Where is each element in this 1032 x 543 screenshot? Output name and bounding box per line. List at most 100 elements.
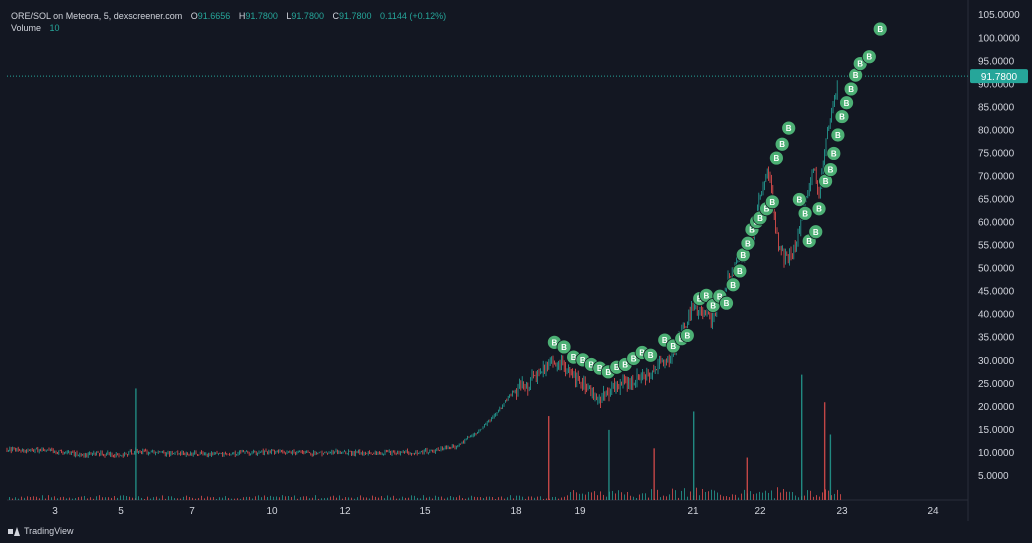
volume-spike [548,416,550,500]
tradingview-brand[interactable]: TradingView [8,526,74,536]
volume-bar [144,498,145,500]
volume-bar [705,491,706,500]
y-tick-label: 75.0000 [978,148,1015,159]
volume-bar [228,497,229,500]
buy-marker-dot [725,277,741,293]
volume-bar [771,490,772,500]
volume-bar [177,498,178,500]
volume-bar [822,492,823,500]
buy-marker-label: B [769,198,775,207]
volume-bar [360,495,361,500]
x-tick-label: 5 [118,506,124,517]
buy-marker-label: B [724,299,730,308]
volume-bar [141,497,142,500]
buy-marker-label: B [796,196,802,205]
x-tick-label: 21 [687,506,699,517]
volume-bar [489,496,490,500]
open-value: 91.6656 [197,11,231,21]
volume-bar [762,492,763,500]
volume-bar [15,497,16,500]
volume-bar [600,491,601,500]
volume-bar [690,491,691,500]
volume-bar [147,496,148,500]
buy-marker-label: B [622,360,628,369]
volume-spike [746,457,748,500]
volume-bar [657,489,658,500]
volume-bar [651,489,652,500]
volume-bar [447,497,448,500]
high-label: H [238,11,246,21]
y-tick-label: 45.0000 [978,287,1015,298]
volume-bar [267,497,268,500]
volume-bar [36,496,37,500]
y-tick-label: 50.0000 [978,264,1015,275]
y-tick-label: 10.0000 [978,448,1015,459]
volume-bar [462,498,463,500]
volume-bar [378,497,379,500]
volume-bar [438,496,439,500]
buy-marker-dot [808,224,824,240]
volume-bar [696,487,697,500]
y-tick-label: 105.0000 [978,10,1020,21]
volume-bar [435,495,436,500]
x-tick-label: 22 [754,506,766,517]
volume-bar [240,498,241,500]
volume-bar [819,496,820,500]
volume-bar [780,492,781,500]
volume-bar [669,494,670,500]
volume-bar [459,495,460,500]
volume-bar [18,498,19,500]
volume-bar [516,495,517,500]
volume-bar [786,491,787,500]
y-tick-label: 70.0000 [978,171,1015,182]
y-tick-label: 55.0000 [978,241,1015,252]
y-tick-label: 90.0000 [978,79,1015,90]
buy-marker-dot [843,81,859,97]
volume-bar [513,498,514,500]
volume-bar [63,496,64,500]
volume-bar [423,495,424,500]
buy-marker-dot [797,205,813,221]
volume-bar [759,491,760,500]
buy-marker: B [834,109,850,124]
volume-bar [339,495,340,500]
buy-marker-label: B [730,281,736,290]
volume-bar [336,497,337,500]
buy-marker-label: B [774,154,780,163]
buy-marker-label: B [816,205,822,214]
volume-bar [627,491,628,500]
volume-bar [465,498,466,500]
volume-bar [204,498,205,500]
volume-bar [510,495,511,500]
volume-bar [783,488,784,500]
volume-bar [342,498,343,500]
buy-marker-label: B [779,140,785,149]
volume-bar [750,491,751,500]
volume-bar [309,498,310,500]
volume-bar [234,498,235,500]
volume-bar [411,495,412,500]
volume-bar [501,496,502,500]
volume-bar [132,497,133,500]
x-tick-label: 3 [52,506,58,517]
volume-bar [660,497,661,500]
last-price-tag: 91.7800 [981,72,1018,83]
volume-bar [138,496,139,500]
volume-bar [837,489,838,500]
volume-bar [381,496,382,500]
buy-marker-dot [872,21,888,37]
volume-bar [450,495,451,500]
volume-bar [456,497,457,500]
volume-bar [738,497,739,500]
volume-bar [24,497,25,500]
volume-bar [258,495,259,500]
volume-bar [171,496,172,500]
buy-marker-label: B [697,295,703,304]
buy-marker-label: B [813,228,819,237]
volume-bar [753,494,754,500]
volume-bars [9,374,841,500]
volume-bar [69,497,70,500]
buy-marker: B [826,146,842,161]
volume-bar [60,497,61,500]
